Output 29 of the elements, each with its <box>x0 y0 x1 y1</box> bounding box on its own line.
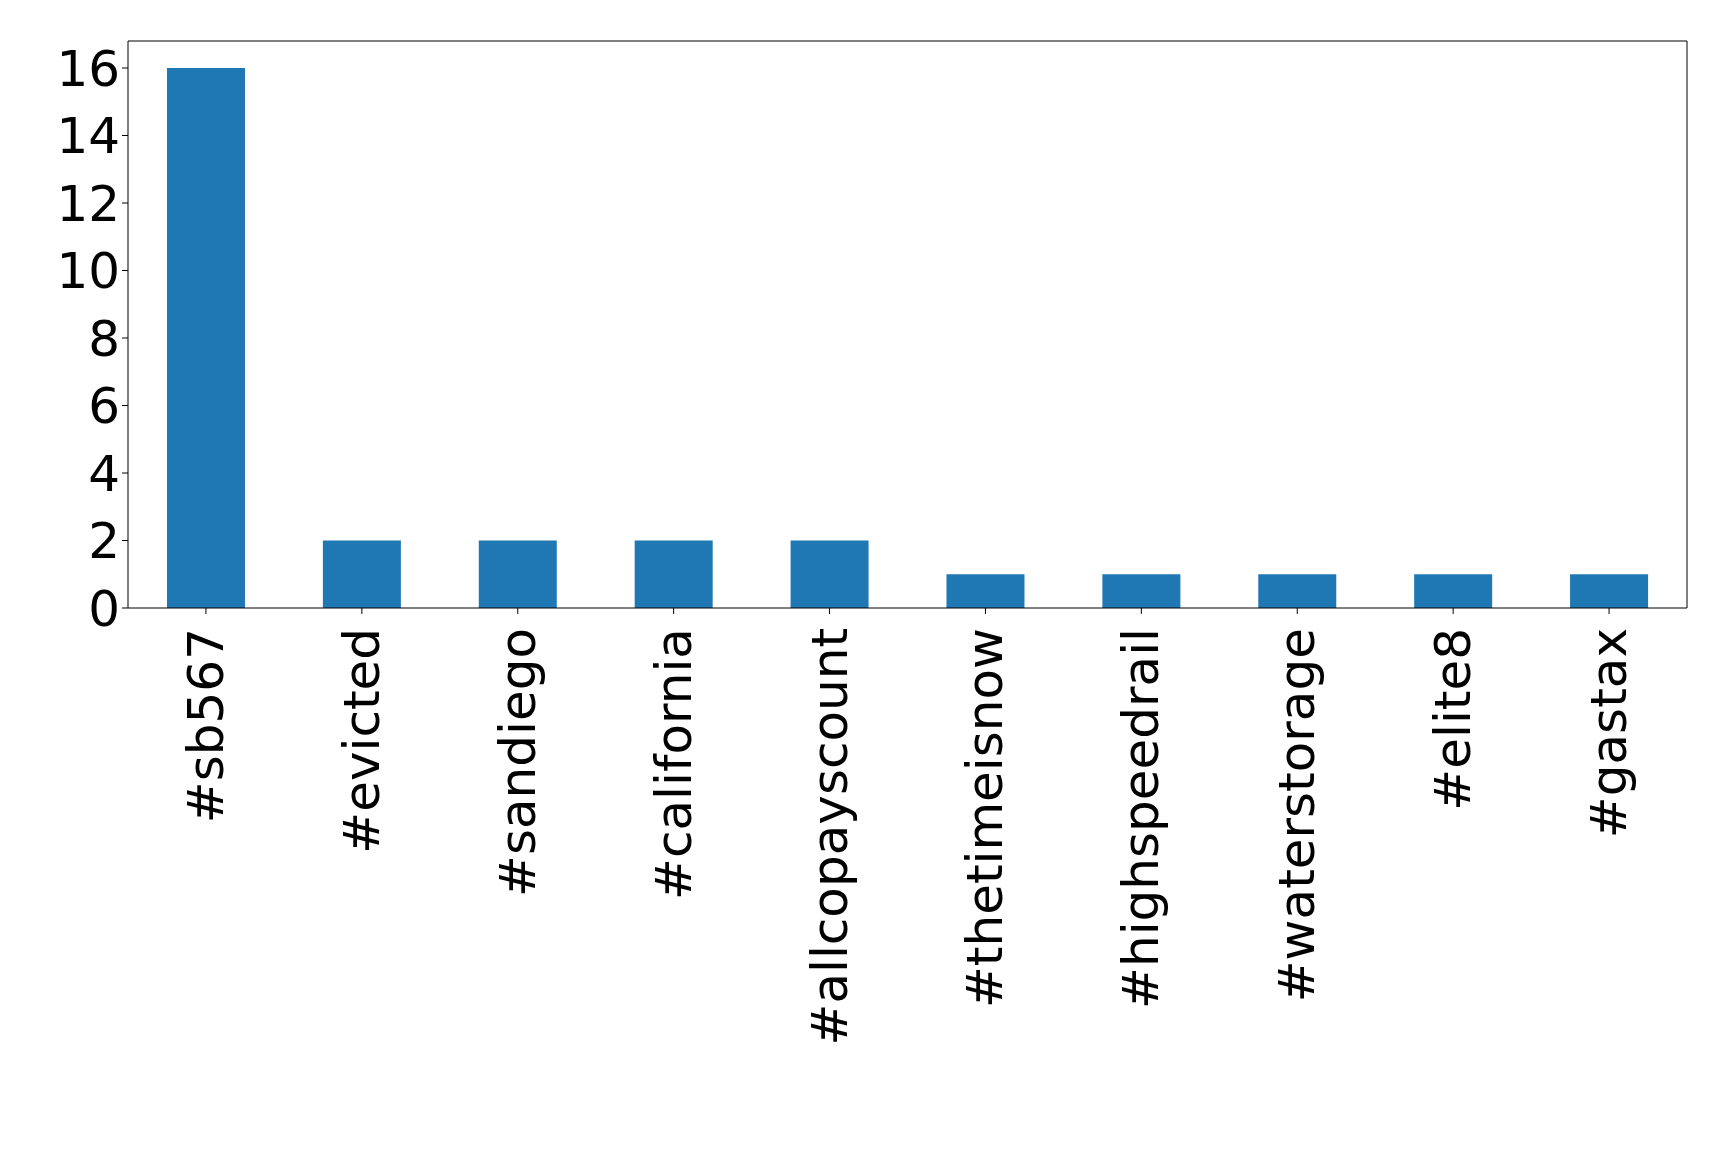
y-tick-label: 6 <box>88 377 120 436</box>
bar <box>1570 574 1649 608</box>
x-tick-label: #highspeedrail <box>1112 628 1171 1009</box>
bar <box>1414 574 1493 608</box>
bar <box>790 540 869 608</box>
x-tick-label: #waterstorage <box>1268 628 1327 1003</box>
y-tick-label: 14 <box>56 107 120 166</box>
y-tick-label: 12 <box>56 174 120 233</box>
y-tick-label: 2 <box>88 512 120 571</box>
bar <box>1102 574 1181 608</box>
y-tick-label: 4 <box>88 444 120 503</box>
y-tick-label: 0 <box>88 579 120 638</box>
x-tick-label: #california <box>644 628 703 900</box>
x-tick-label: #sb567 <box>176 628 235 824</box>
bar <box>166 68 245 608</box>
bar <box>634 540 713 608</box>
x-tick-label: #gastax <box>1580 628 1639 839</box>
x-tick-label: #evicted <box>332 628 391 854</box>
y-tick-label: 10 <box>56 242 120 301</box>
x-tick-label: #allcopayscount <box>800 628 859 1046</box>
bar <box>946 574 1025 608</box>
bar <box>1258 574 1337 608</box>
bar <box>478 540 557 608</box>
x-tick-label: #elite8 <box>1424 628 1483 811</box>
bar <box>322 540 401 608</box>
y-tick-label: 16 <box>56 39 120 98</box>
y-tick-label: 8 <box>88 309 120 368</box>
x-tick-label: #sandiego <box>488 628 547 897</box>
x-tick-label: #thetimeisnow <box>956 628 1015 1009</box>
